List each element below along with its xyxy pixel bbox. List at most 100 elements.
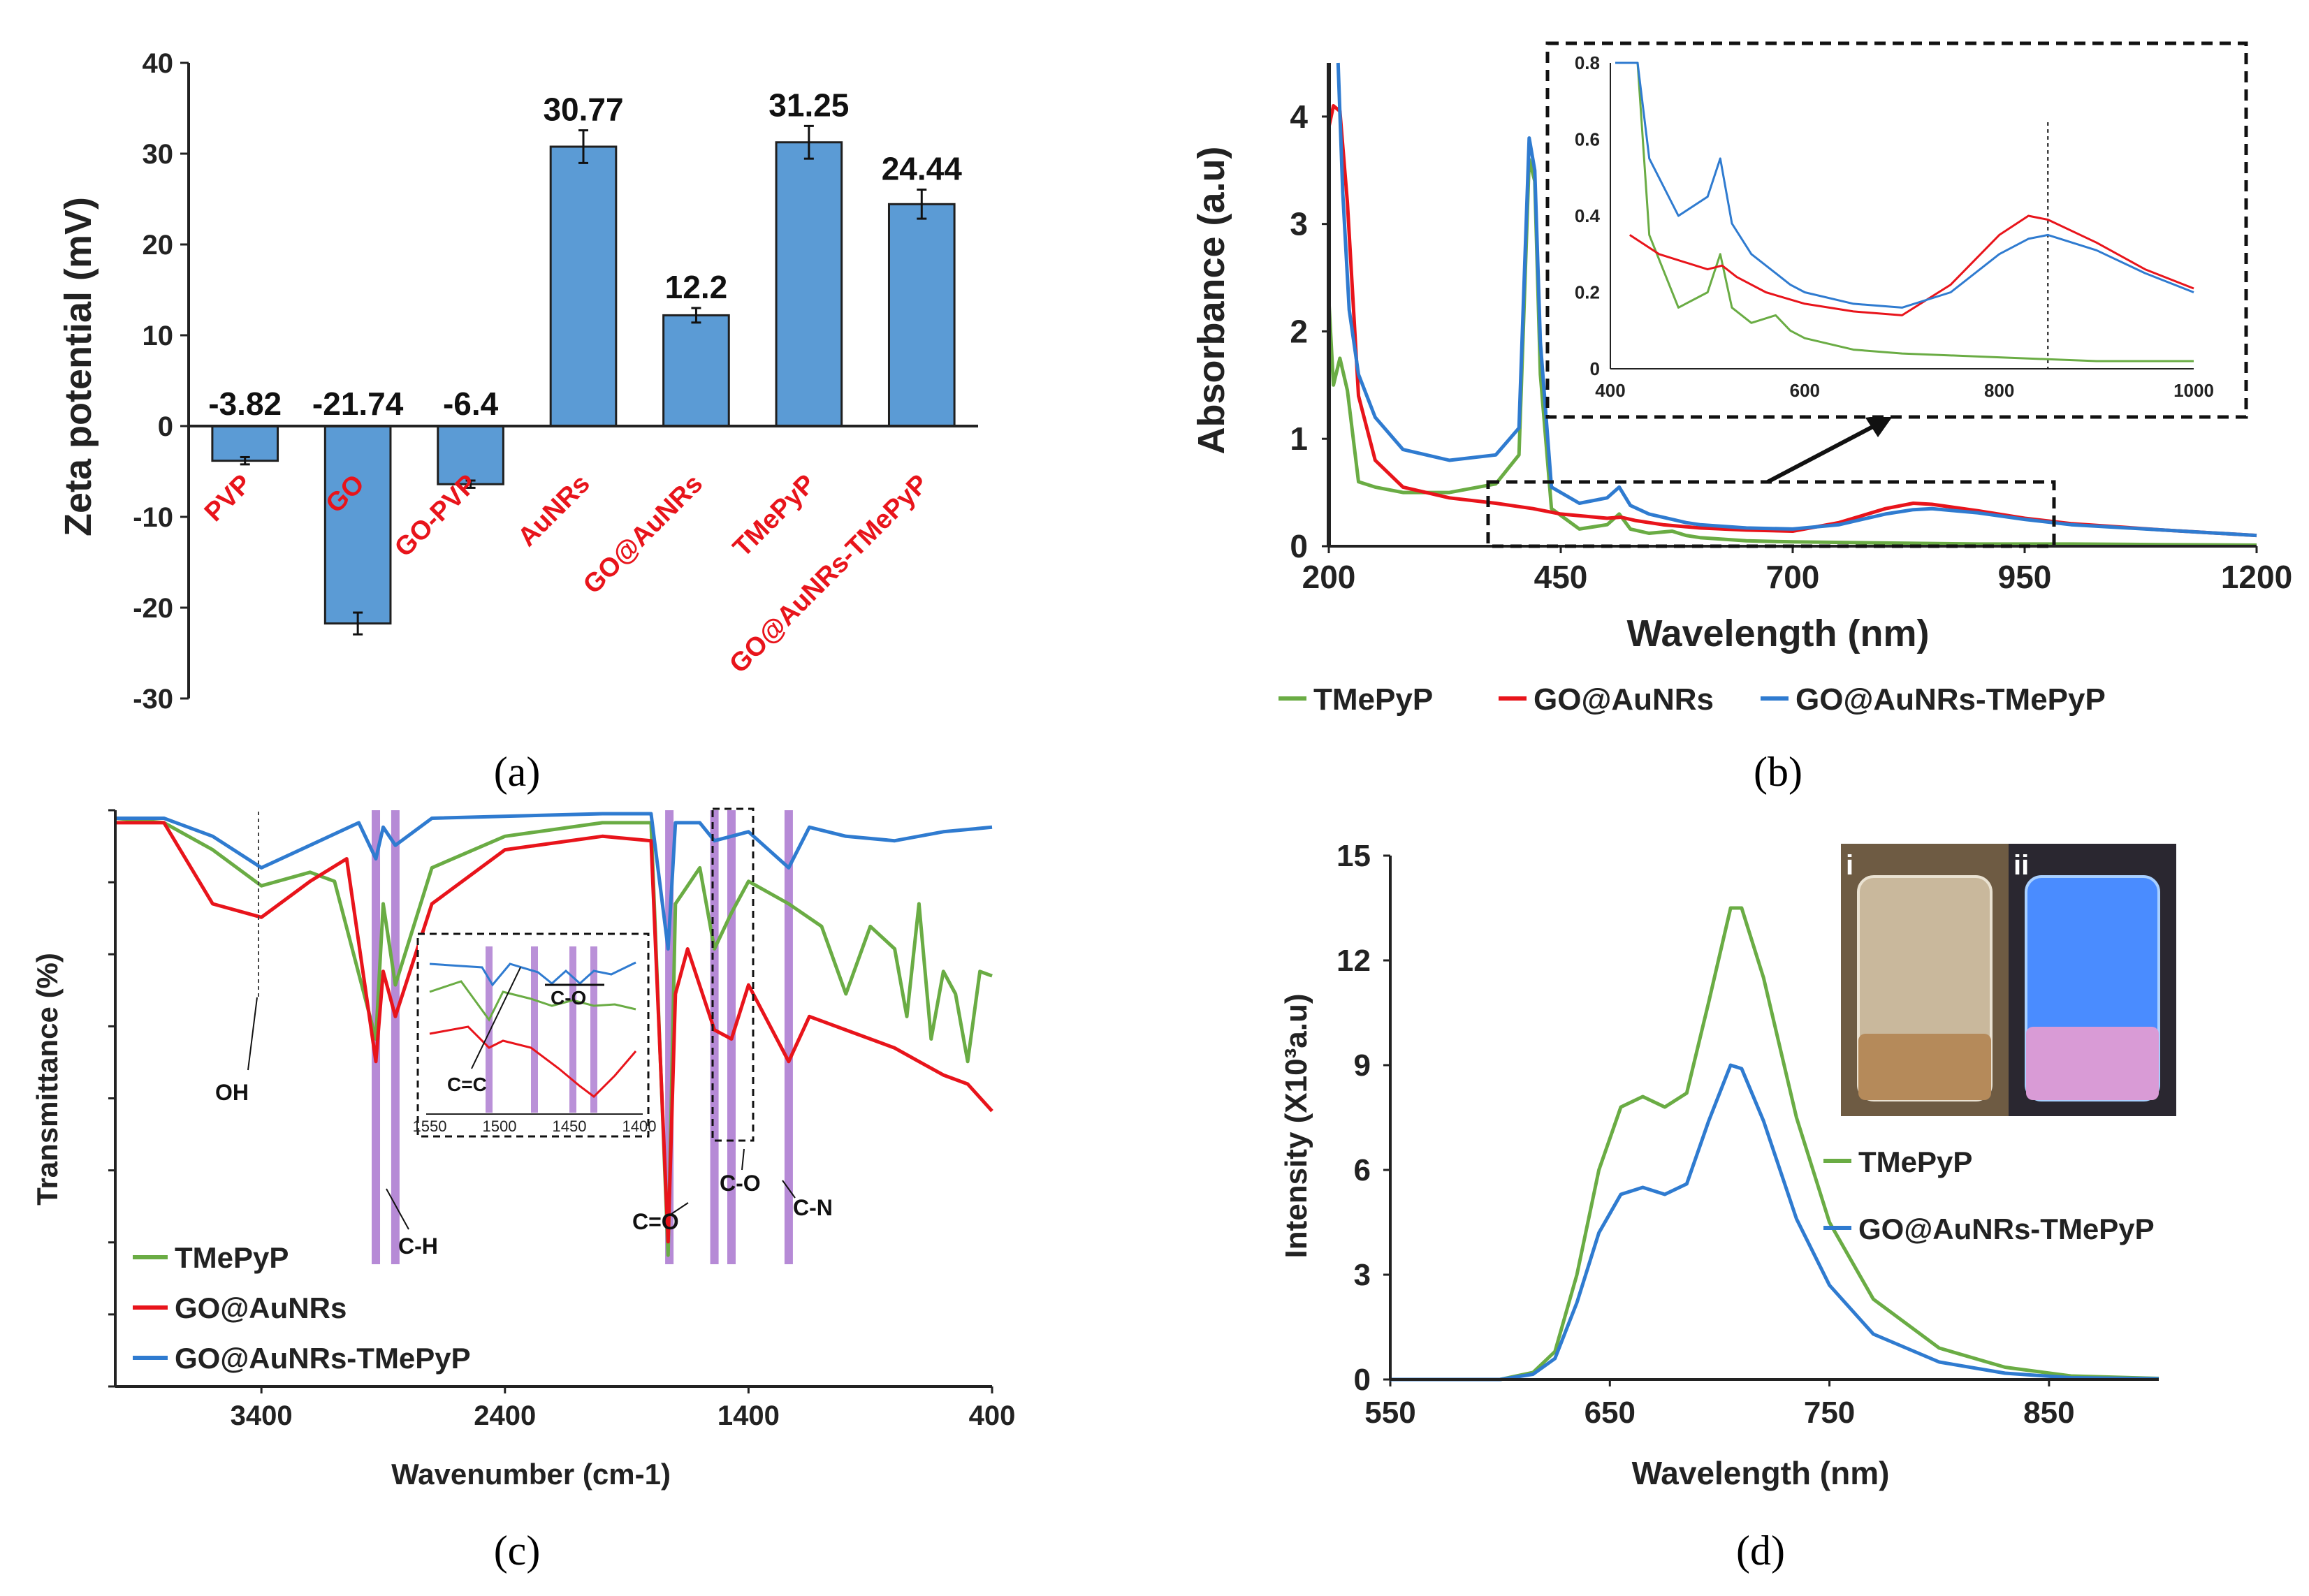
panel-d-ytick-label: 15 <box>1336 839 1371 873</box>
panel-a-value-label: -3.82 <box>208 386 282 422</box>
panel-c-y-axis-label: Transmittance (%) <box>31 953 64 1206</box>
panel-a-value-label: 30.77 <box>543 91 623 128</box>
panel-c-inset-band <box>569 946 576 1113</box>
panel-d-legend-goaunrs-tmepyp: GO@AuNRs-TMePyP <box>1858 1213 2155 1245</box>
panel-d-ytick-label: 6 <box>1354 1153 1371 1187</box>
panel-c-band <box>710 810 719 1264</box>
panel-c-xtick-label: 2400 <box>474 1400 536 1431</box>
panel-b-series-line <box>1336 62 2257 538</box>
panel-d-legend-tmepyp: TMePyP <box>1858 1145 1972 1178</box>
panel-d-xtick-label: 550 <box>1364 1396 1415 1430</box>
panel-b-inset-ytick-label: 0.2 <box>1575 282 1600 303</box>
panel-c-ann-cn: C-N <box>793 1195 833 1220</box>
panel-a-ytick-label: 0 <box>158 411 173 442</box>
panel-c-series-line <box>115 812 993 951</box>
panel-b-xtick-label: 450 <box>1534 559 1588 595</box>
panel-d-vial-photo: i ii <box>1841 844 2176 1116</box>
panel-b-inset-ytick-label: 0.6 <box>1575 129 1600 150</box>
panel-b-inset-frame <box>1545 41 2248 419</box>
panel-d-series-line <box>1390 1063 2159 1382</box>
panel-b-inset-xtick-label: 400 <box>1595 380 1625 401</box>
panel-b-legend: TMePyP GO@AuNRs GO@AuNRs-TMePyP <box>1279 682 2106 717</box>
panel-d-ytick-label: 9 <box>1354 1048 1371 1083</box>
panel-a-category-label: GO@AuNRs-TMePyP <box>724 469 934 680</box>
panel-c-series-line <box>115 821 993 1244</box>
panel-a-y-axis-label: Zeta potential (mV) <box>57 197 99 536</box>
panel-c-inset-band <box>486 946 493 1113</box>
panel-d-photo-label-i: i <box>1846 850 1853 881</box>
panel-c-band <box>391 810 400 1264</box>
panel-b-uv-vis: Absorbance (a.u) Wavelength (nm) 200 450 7… <box>1190 41 2292 717</box>
panel-c-band <box>784 810 793 1264</box>
panel-c-ann-co-double: C=O <box>632 1209 679 1234</box>
panel-c-ann-ch: C-H <box>398 1233 438 1259</box>
panel-a-bar <box>662 314 730 427</box>
panel-d-legend: TMePyP GO@AuNRs-TMePyP <box>1823 1145 2155 1245</box>
panel-b-inset-ytick-label: 0.8 <box>1575 52 1600 73</box>
panel-b-xtick-label: 700 <box>1766 559 1820 595</box>
panel-b-legend-tmepyp: TMePyP <box>1313 682 1433 717</box>
panel-b-ytick-label: 2 <box>1290 313 1308 349</box>
panel-b-inset-series-line <box>1615 61 2194 309</box>
panel-a-value-label: -6.4 <box>443 386 499 422</box>
panel-d-xtick-label: 850 <box>2023 1396 2074 1430</box>
panel-a-ytick-label: 40 <box>143 48 174 79</box>
panel-c-inset-ann-cc: C=C <box>447 1074 487 1095</box>
panel-b-series-line <box>1327 104 2257 538</box>
panel-c-ann-co: C-O <box>720 1171 761 1196</box>
panel-a-bar <box>775 141 843 427</box>
panel-a-bar-chart: Zeta potential (mV) 40 30 20 10 0 -10 -20 -30 -… <box>57 48 978 715</box>
panel-c-xtick-label: 400 <box>969 1400 1016 1431</box>
panel-c-inset-xtick-label: 1400 <box>622 1118 657 1135</box>
panel-b-ytick-label: 1 <box>1290 420 1308 457</box>
panel-d-x-axis-label: Wavelength (nm) <box>1632 1455 1890 1491</box>
panel-b-inset-ytick-label: 0 <box>1590 358 1600 379</box>
panel-a-bar <box>437 425 504 485</box>
panel-c-legend-goaunrs-tmepyp: GO@AuNRs-TMePyP <box>175 1342 471 1375</box>
panel-c-inset-series-line <box>429 1025 637 1098</box>
panel-a-bar <box>211 425 279 462</box>
panel-a-category-label: PVP <box>199 469 257 527</box>
panel-d-ytick-label: 3 <box>1354 1258 1371 1292</box>
panel-b-ytick-label: 3 <box>1290 206 1308 242</box>
panel-c-legend-goaunrs: GO@AuNRs <box>175 1291 347 1324</box>
panel-a-category-label: TMePyP <box>727 469 821 563</box>
panel-c-xtick-label: 1400 <box>718 1400 780 1431</box>
panel-c-zoom-region <box>711 807 755 1142</box>
panel-b-series-line <box>1327 157 2257 547</box>
panel-b-inset-xtick-label: 800 <box>1984 380 2014 401</box>
panel-a-bar <box>549 145 618 427</box>
panel-c-inset-series-line <box>429 961 636 987</box>
panel-b-legend-goaunrs-tmepyp: GO@AuNRs-TMePyP <box>1796 682 2106 717</box>
panel-a-ytick-label: 30 <box>143 139 174 170</box>
panel-d-xtick-label: 650 <box>1585 1396 1636 1430</box>
panel-b-legend-goaunrs: GO@AuNRs <box>1534 682 1714 717</box>
panel-a-value-label: 12.2 <box>665 269 728 305</box>
panel-c-inset-series-line <box>429 980 636 1022</box>
panel-b-ytick-label: 0 <box>1290 528 1308 564</box>
panel-a-value-label: -21.74 <box>312 386 404 422</box>
panel-b-ytick-label: 4 <box>1290 98 1308 135</box>
panel-c-xtick-label: 3400 <box>231 1400 293 1431</box>
panel-a-category-label: GO@AuNRs <box>578 469 708 600</box>
panel-b-inset-xtick-label: 1000 <box>2173 380 2214 401</box>
panel-a-ytick-label: -20 <box>133 593 173 624</box>
panel-a-category-label: GO-PVP <box>389 469 483 563</box>
panel-c-series-line <box>115 817 993 1257</box>
panel-a-value-label: 31.25 <box>769 87 849 123</box>
panel-b-x-axis-label: Wavelength (nm) <box>1626 613 1929 654</box>
panel-c-ann-oh: OH <box>215 1080 249 1105</box>
panel-c-legend: TMePyP GO@AuNRs GO@AuNRs-TMePyP <box>133 1241 471 1375</box>
panel-c-inset: 1550 1500 1450 1400 C=C C-O <box>413 932 657 1138</box>
panel-c-inset-xtick-label: 1450 <box>553 1118 587 1135</box>
panel-label-a: (a) <box>494 749 541 795</box>
panel-b-xtick-label: 200 <box>1302 559 1356 595</box>
panel-d-xtick-label: 750 <box>1804 1396 1855 1430</box>
panel-c-ftir: Transmittance (%) Wavenumber (cm-1) 3400… <box>31 807 1016 1491</box>
panel-d-series-line <box>1390 906 2159 1382</box>
panel-c-inset-xtick-label: 1550 <box>413 1118 447 1135</box>
panel-a-ytick-label: -30 <box>133 684 173 715</box>
panel-a-value-label: 24.44 <box>882 150 963 186</box>
panel-d-y-axis-label: Intensity (X10³a.u) <box>1279 994 1313 1259</box>
